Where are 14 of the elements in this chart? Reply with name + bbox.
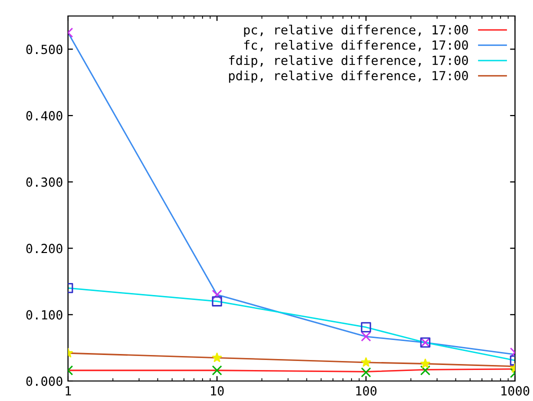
y-tick-label: 0.200 — [26, 244, 62, 254]
x-tick-label: 1000 — [501, 386, 530, 396]
legend-label: pdip, relative difference, 17:00 — [229, 70, 468, 83]
x-tick-label: 10 — [210, 386, 224, 396]
x-tick-label: 100 — [356, 386, 376, 396]
y-tick-label: 0.500 — [26, 44, 62, 54]
legend-label: fc, relative difference, 17:00 — [244, 40, 468, 52]
y-tick-label: 0.100 — [26, 310, 62, 320]
legend-label: pc, relative difference, 17:00 — [244, 24, 468, 37]
y-tick-label: 0.000 — [26, 376, 62, 386]
legend-label: fdip, relative difference, 17:00 — [229, 55, 468, 68]
y-tick-label: 0.400 — [26, 111, 62, 121]
y-tick-label: 0.300 — [26, 177, 62, 187]
x-tick-label: 1 — [66, 386, 71, 396]
